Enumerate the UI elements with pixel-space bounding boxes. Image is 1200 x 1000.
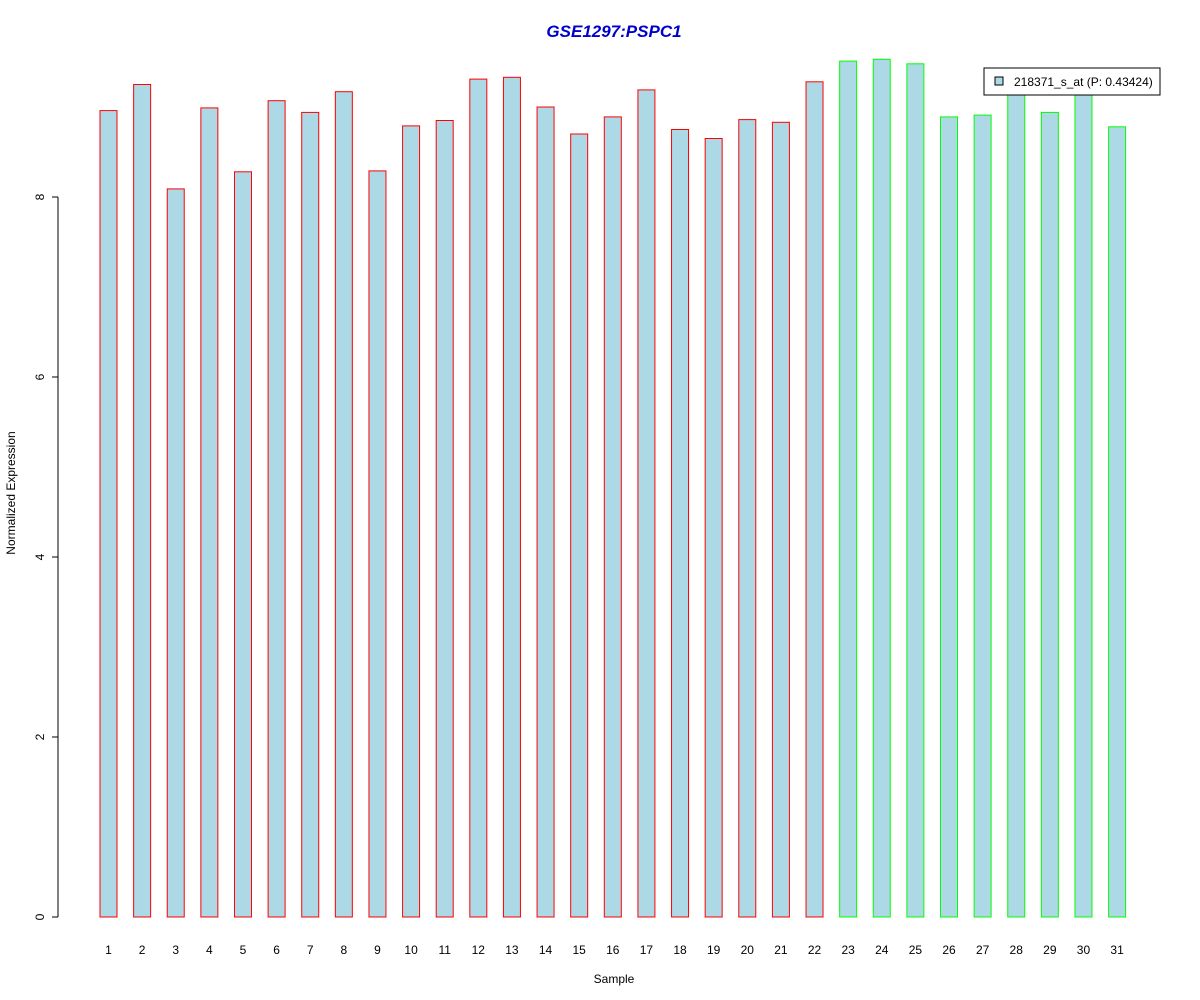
x-tick-label: 11 [438,943,451,957]
bars [99,58,1127,918]
x-tick-label: 4 [206,943,213,957]
x-tick-label: 31 [1110,943,1124,957]
x-tick-label: 1 [105,943,112,957]
x-tick-label: 18 [673,943,687,957]
bar-sample-4 [200,107,219,918]
x-tick-label: 16 [606,943,620,957]
x-tick-label: 5 [240,943,247,957]
x-tick-label: 19 [707,943,721,957]
x-tick-label: 30 [1077,943,1091,957]
bar-sample-18 [671,129,690,918]
legend-box [983,67,1161,96]
x-tick-label: 17 [640,943,654,957]
y-axis-ticks: 0 2 4 6 8 [33,193,58,920]
bar-sample-12 [469,78,488,918]
x-tick-label: 9 [374,943,381,957]
bar-sample-30 [1074,93,1093,918]
x-tick-label: 20 [741,943,755,957]
x-tick-label: 27 [976,943,990,957]
bar-sample-1 [99,110,118,918]
bar-sample-9 [368,170,387,918]
bar-sample-5 [233,171,252,918]
bar-sample-28 [1007,92,1026,918]
y-tick-label: 4 [33,553,47,560]
bar-sample-17 [637,89,656,918]
x-tick-label: 6 [273,943,280,957]
x-axis-tick-labels: 1 2 3 4 5 6 7 8 9 10 11 12 13 14 15 16 17 18 19 20 21 22 23 24 2… [105,943,1124,957]
x-tick-label: 23 [841,943,855,957]
x-tick-label: 13 [505,943,519,957]
x-tick-label: 3 [172,943,179,957]
bar-sample-20 [738,119,757,918]
bar-sample-26 [940,116,958,918]
x-tick-label: 29 [1043,943,1057,957]
bar-sample-22 [805,81,824,918]
bar-sample-24 [872,58,891,918]
x-tick-label: 14 [539,943,553,957]
x-tick-label: 24 [875,943,889,957]
x-tick-label: 26 [942,943,956,957]
bar-sample-15 [570,133,589,918]
legend-swatch [994,76,1004,86]
bar-sample-13 [502,76,521,918]
bar-sample-11 [435,120,454,918]
bar-sample-6 [267,100,286,918]
bar-sample-31 [1108,126,1127,918]
bar-sample-19 [704,138,723,918]
bar-sample-3 [166,188,185,918]
x-tick-label: 2 [139,943,146,957]
bar-sample-29 [1040,111,1059,918]
y-tick-label: 6 [33,373,47,380]
bar-sample-16 [603,116,622,918]
bar-sample-25 [906,63,925,918]
x-tick-label: 25 [909,943,923,957]
chart-title: GSE1297:PSPC1 [546,22,681,41]
legend: 218371_s_at (P: 0.43424) [983,67,1161,96]
x-tick-label: 28 [1010,943,1024,957]
x-tick-label: 15 [573,943,587,957]
x-tick-label: 7 [307,943,314,957]
x-axis-title: Sample [594,972,635,986]
y-tick-label: 2 [33,733,47,740]
legend-label: 218371_s_at (P: 0.43424) [1014,75,1153,89]
x-tick-label: 22 [808,943,822,957]
x-tick-label: 21 [774,943,788,957]
bar-sample-21 [771,121,790,918]
x-tick-label: 10 [404,943,418,957]
bar-sample-10 [402,125,421,918]
bar-sample-2 [133,84,152,918]
y-axis-title: Normalized Expression [4,431,18,554]
bar-sample-27 [973,114,992,918]
bar-sample-8 [334,91,353,918]
x-tick-label: 8 [340,943,347,957]
y-tick-label: 0 [33,913,47,920]
y-tick-label: 8 [33,193,47,200]
bar-sample-14 [536,106,555,918]
bar-sample-23 [839,60,858,918]
x-tick-label: 12 [472,943,486,957]
bar-sample-7 [301,111,320,918]
